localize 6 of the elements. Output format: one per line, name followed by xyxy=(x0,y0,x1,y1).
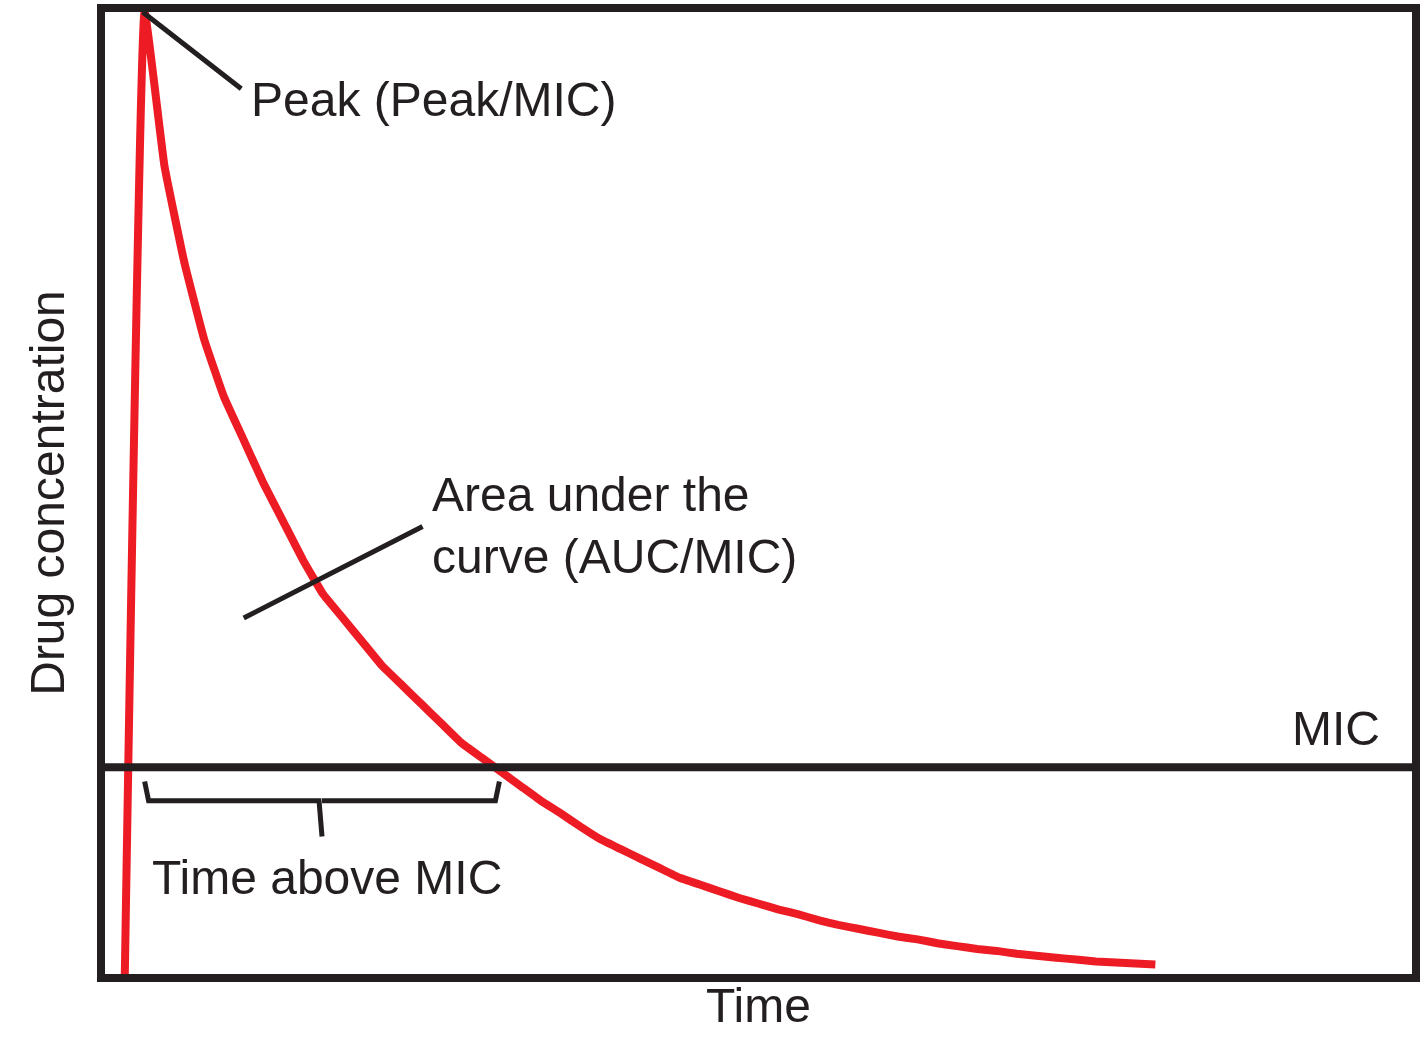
annotation: Peak (Peak/MIC) xyxy=(251,73,617,126)
annotation: Time above MIC xyxy=(152,851,503,904)
y-axis-title: Drug concentration xyxy=(21,290,75,696)
annotation: Area under the curve (AUC/MIC) xyxy=(432,468,798,584)
ref-line-label: MIC xyxy=(1292,702,1380,755)
x-axis-title: Time xyxy=(706,978,811,1032)
